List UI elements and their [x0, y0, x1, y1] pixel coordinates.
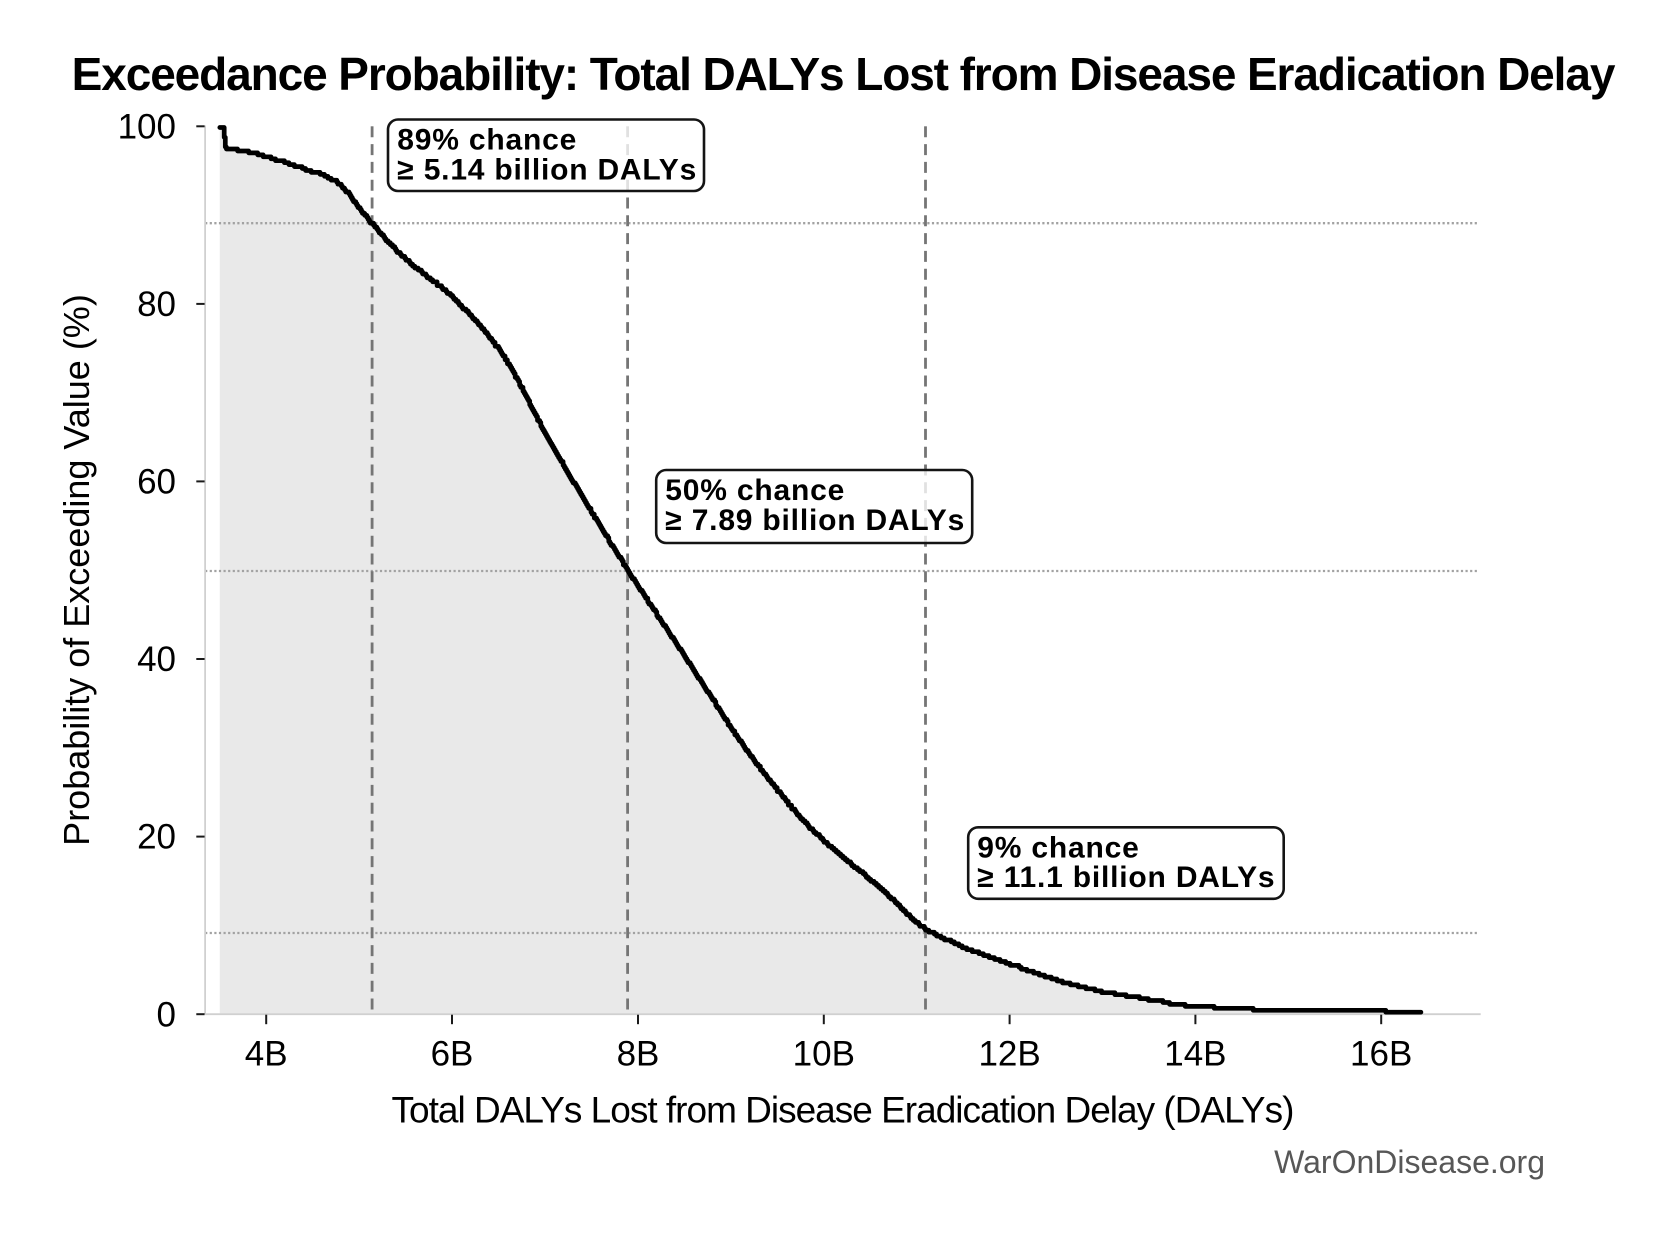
svg-text:8B: 8B [617, 1034, 660, 1073]
svg-text:4B: 4B [245, 1034, 288, 1073]
svg-text:≥ 5.14 billion DALYs: ≥ 5.14 billion DALYs [397, 153, 697, 186]
svg-text:89% chance: 89% chance [397, 124, 577, 157]
svg-text:WarOnDisease.org: WarOnDisease.org [1274, 1144, 1545, 1180]
svg-text:Probability of Exceeding Value: Probability of Exceeding Value (%) [56, 294, 97, 846]
svg-text:9% chance: 9% chance [977, 831, 1139, 864]
svg-text:Exceedance Probability: Total: Exceedance Probability: Total DALYs Lost… [72, 48, 1616, 100]
svg-text:0: 0 [157, 995, 176, 1034]
svg-text:12B: 12B [978, 1034, 1040, 1073]
svg-text:≥ 11.1 billion DALYs: ≥ 11.1 billion DALYs [977, 861, 1275, 894]
svg-text:60: 60 [137, 463, 176, 502]
svg-text:80: 80 [137, 285, 176, 324]
svg-text:Total DALYs Lost from Disease: Total DALYs Lost from Disease Eradicatio… [392, 1089, 1294, 1130]
svg-text:40: 40 [137, 640, 176, 679]
svg-text:16B: 16B [1350, 1034, 1412, 1073]
svg-text:10B: 10B [793, 1034, 855, 1073]
svg-text:14B: 14B [1164, 1034, 1226, 1073]
svg-text:50% chance: 50% chance [665, 474, 845, 507]
svg-text:20: 20 [137, 818, 176, 857]
svg-text:≥ 7.89 billion DALYs: ≥ 7.89 billion DALYs [665, 504, 965, 537]
svg-text:6B: 6B [431, 1034, 474, 1073]
svg-text:100: 100 [118, 107, 176, 146]
